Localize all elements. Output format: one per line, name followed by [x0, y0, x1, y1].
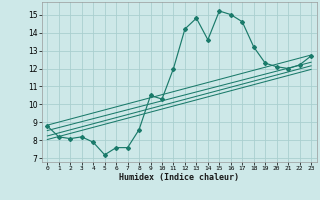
X-axis label: Humidex (Indice chaleur): Humidex (Indice chaleur) [119, 173, 239, 182]
